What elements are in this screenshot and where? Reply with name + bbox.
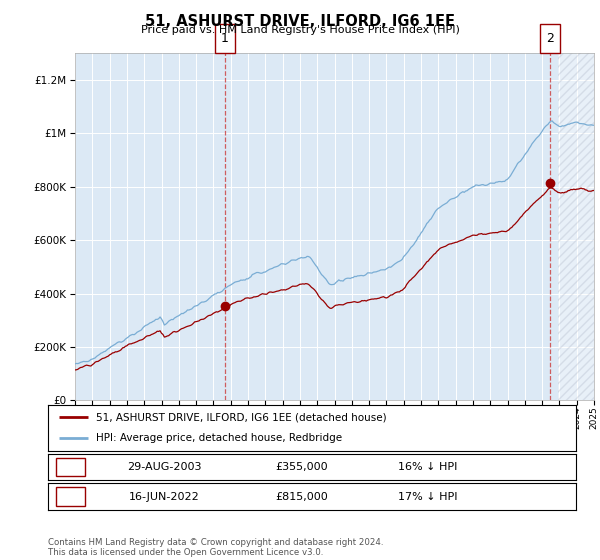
Text: 51, ASHURST DRIVE, ILFORD, IG6 1EE (detached house): 51, ASHURST DRIVE, ILFORD, IG6 1EE (deta… — [95, 412, 386, 422]
FancyBboxPatch shape — [56, 487, 85, 506]
Text: HPI: Average price, detached house, Redbridge: HPI: Average price, detached house, Redb… — [95, 433, 341, 444]
Text: 16-JUN-2022: 16-JUN-2022 — [129, 492, 200, 502]
Text: 2: 2 — [67, 490, 74, 503]
Text: Contains HM Land Registry data © Crown copyright and database right 2024.
This d: Contains HM Land Registry data © Crown c… — [48, 538, 383, 557]
FancyBboxPatch shape — [56, 458, 85, 477]
Text: £355,000: £355,000 — [275, 462, 328, 472]
Text: 51, ASHURST DRIVE, ILFORD, IG6 1EE: 51, ASHURST DRIVE, ILFORD, IG6 1EE — [145, 14, 455, 29]
FancyBboxPatch shape — [215, 24, 235, 53]
Text: 17% ↓ HPI: 17% ↓ HPI — [398, 492, 458, 502]
Text: £815,000: £815,000 — [275, 492, 328, 502]
Text: 1: 1 — [67, 460, 74, 474]
FancyBboxPatch shape — [540, 24, 560, 53]
Text: 16% ↓ HPI: 16% ↓ HPI — [398, 462, 458, 472]
Text: Price paid vs. HM Land Registry's House Price Index (HPI): Price paid vs. HM Land Registry's House … — [140, 25, 460, 35]
Text: 1: 1 — [221, 32, 229, 45]
Text: 2: 2 — [546, 32, 554, 45]
Text: 29-AUG-2003: 29-AUG-2003 — [127, 462, 202, 472]
